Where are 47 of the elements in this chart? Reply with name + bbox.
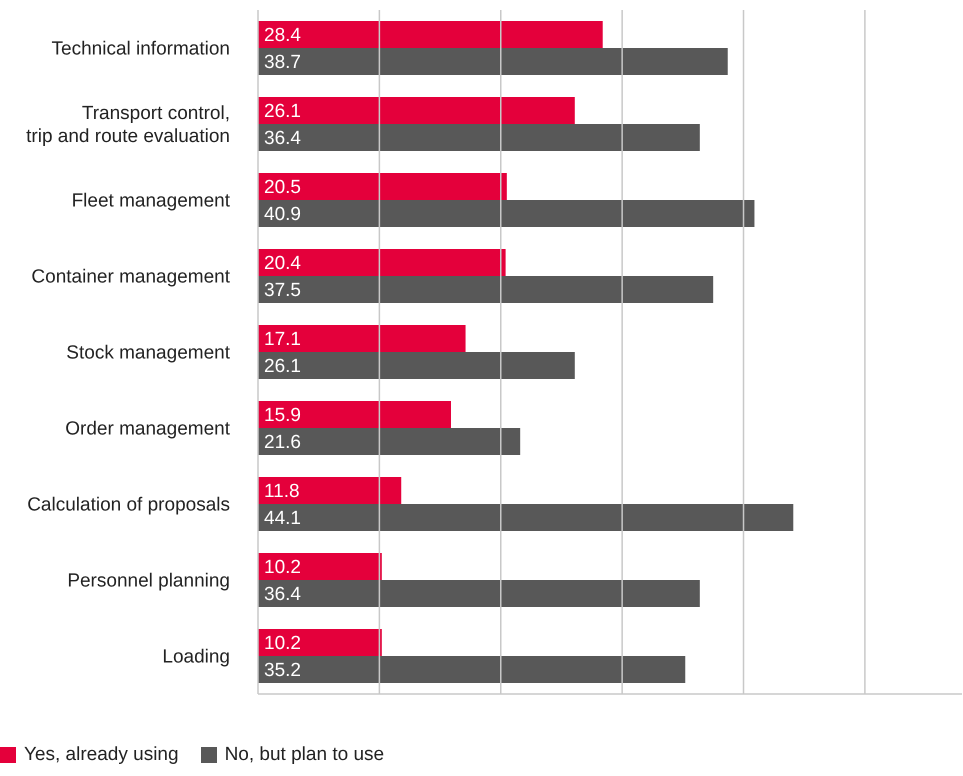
bar [258, 21, 603, 48]
data-label: 37.5 [264, 280, 301, 302]
bar [258, 629, 382, 656]
data-label: 38.7 [264, 52, 301, 74]
data-label: 26.1 [264, 101, 301, 122]
bar [258, 325, 466, 352]
data-label: 17.1 [264, 329, 301, 350]
legend-label: No, but plan to use [224, 744, 384, 766]
data-label: 10.2 [264, 633, 301, 654]
data-label: 15.9 [264, 405, 301, 426]
data-label: 40.9 [264, 204, 301, 226]
legend-label: Yes, already using [23, 744, 179, 766]
y-tick-label: Personnel planning [67, 570, 230, 592]
data-label: 44.1 [264, 508, 301, 530]
bar [258, 97, 575, 124]
y-tick-label: Transport control, trip and route evaluation [26, 103, 230, 148]
data-label: 10.2 [264, 557, 301, 578]
bar [258, 656, 686, 683]
bar [258, 276, 714, 303]
y-tick-label: Fleet management [72, 190, 231, 212]
bar [258, 401, 451, 428]
bar [258, 580, 700, 607]
data-label: 26.1 [264, 356, 301, 378]
bar [258, 428, 520, 455]
bar [258, 352, 575, 379]
bar [258, 124, 700, 151]
y-tick-label: Calculation of proposals [27, 494, 230, 516]
y-tick-label: Loading [162, 646, 230, 668]
y-tick-label: Order management [65, 418, 231, 440]
y-tick-label: Technical information [52, 38, 230, 60]
data-label: 35.2 [264, 660, 301, 682]
data-label: 21.6 [264, 432, 301, 454]
data-label: 28.4 [264, 25, 302, 46]
data-label: 20.4 [264, 253, 302, 274]
bar [258, 553, 382, 580]
bar [258, 477, 402, 504]
data-label: 36.4 [264, 584, 302, 606]
data-label: 20.5 [264, 177, 301, 198]
bar [258, 249, 506, 276]
y-tick-label: Container management [31, 266, 231, 288]
y-tick-label: Stock management [66, 342, 231, 364]
bar [258, 504, 794, 531]
bar [258, 173, 507, 200]
bar [258, 200, 754, 227]
data-label: 36.4 [264, 128, 302, 150]
data-label: 11.8 [264, 481, 300, 502]
bar [258, 48, 728, 75]
